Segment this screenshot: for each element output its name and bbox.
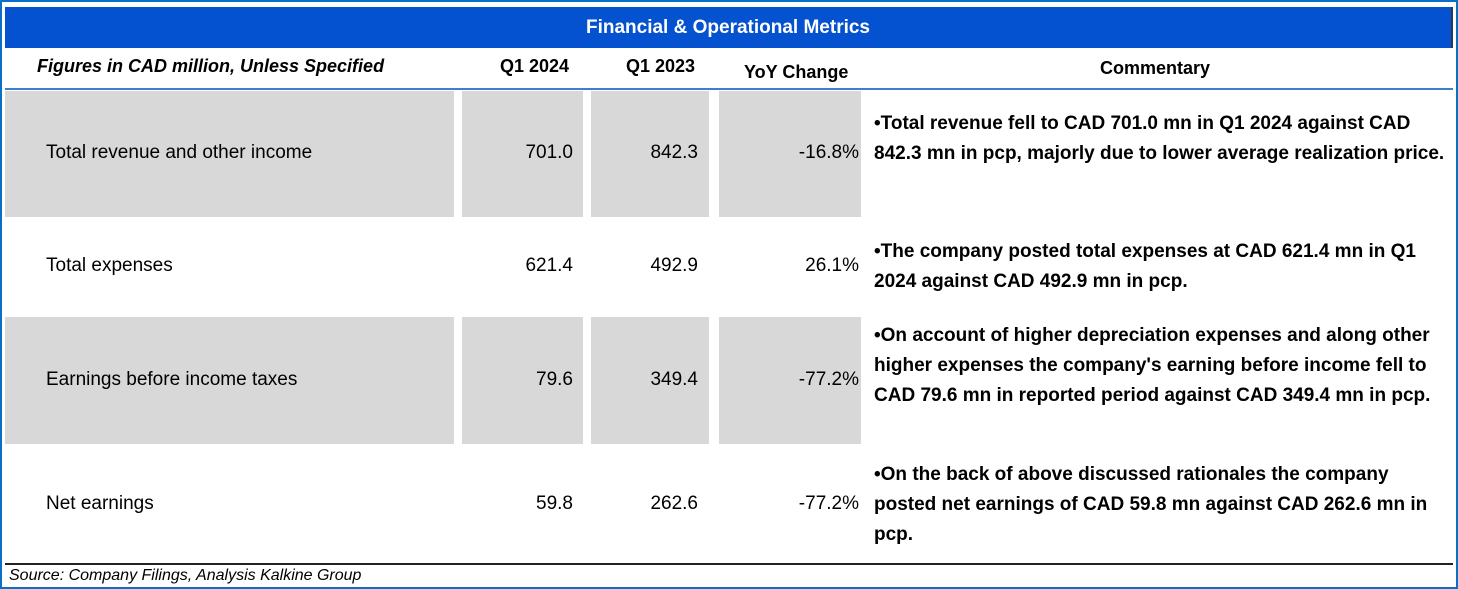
row-label: Total expenses bbox=[46, 255, 173, 276]
header-commentary: Commentary bbox=[1100, 58, 1211, 78]
header-divider bbox=[5, 88, 1453, 90]
commentary-text: •The company posted total expenses at CA… bbox=[874, 241, 1416, 292]
q1-2024-value: 59.8 bbox=[536, 493, 573, 514]
q1-2023-value: 349.4 bbox=[650, 369, 698, 390]
commentary-text: •Total revenue fell to CAD 701.0 mn in Q… bbox=[874, 113, 1445, 164]
q1-2024-value: 621.4 bbox=[525, 255, 573, 276]
q1-2023-value: 262.6 bbox=[650, 493, 698, 514]
yoy-change-value: -16.8% bbox=[798, 142, 859, 163]
q1-2024-value: 701.0 bbox=[525, 142, 573, 163]
q1-2023-value: 842.3 bbox=[650, 142, 698, 163]
row-label: Earnings before income taxes bbox=[46, 369, 298, 390]
q1-2024-value: 79.6 bbox=[536, 369, 573, 390]
row-label: Total revenue and other income bbox=[46, 142, 313, 163]
header-figures-note: Figures in CAD million, Unless Specified bbox=[37, 56, 385, 76]
footer-divider bbox=[5, 563, 1453, 565]
yoy-change-value: 26.1% bbox=[805, 255, 859, 276]
table-title: Financial & Operational Metrics bbox=[5, 7, 1453, 48]
header-yoy-change: YoY Change bbox=[744, 62, 849, 82]
header-q1-2023: Q1 2023 bbox=[626, 56, 696, 76]
commentary-text: •On account of higher depreciation expen… bbox=[874, 325, 1431, 406]
q1-2023-value: 492.9 bbox=[650, 255, 698, 276]
commentary-text: •On the back of above discussed rational… bbox=[874, 464, 1428, 545]
header-q1-2024: Q1 2024 bbox=[500, 56, 570, 76]
yoy-change-value: -77.2% bbox=[798, 369, 859, 390]
row-label: Net earnings bbox=[46, 493, 154, 514]
source-note: Source: Company Filings, Analysis Kalkin… bbox=[9, 567, 362, 584]
yoy-change-value: -77.2% bbox=[798, 493, 859, 514]
